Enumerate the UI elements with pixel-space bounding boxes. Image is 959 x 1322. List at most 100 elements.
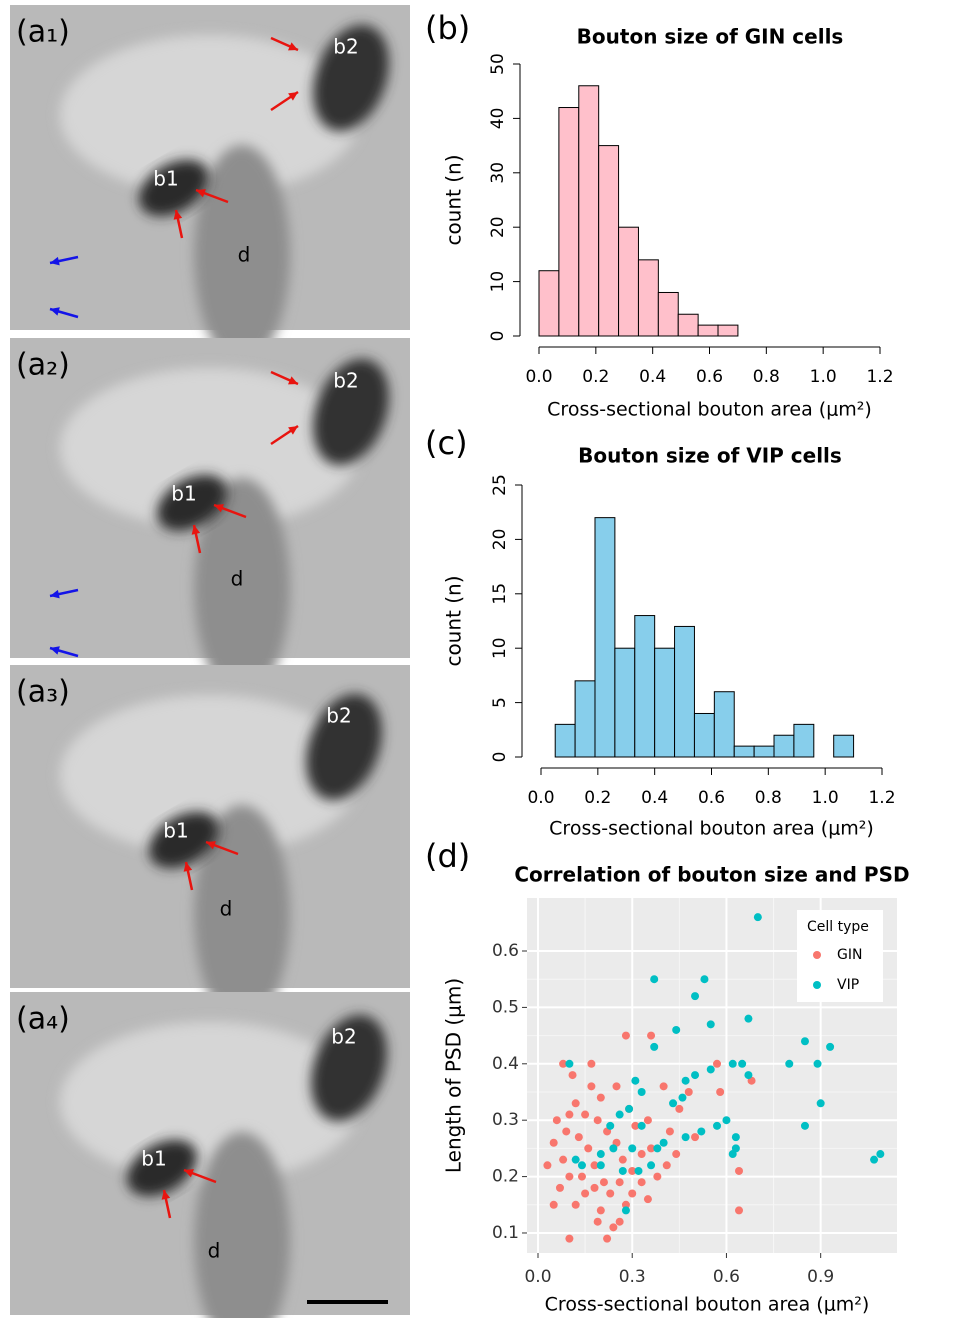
light-region [60,695,360,855]
point [543,1161,552,1170]
point [637,1121,646,1130]
point [647,1144,656,1153]
point [728,1150,737,1159]
point [603,1234,612,1243]
x-tick-label: 0.3 [619,1267,646,1287]
structure-label: b1 [153,167,178,191]
bar [558,107,580,337]
point [800,1121,809,1130]
bar [634,615,656,758]
point [681,1133,690,1142]
point [565,1059,574,1068]
legend-label: VIP [837,977,859,993]
bar [538,270,560,337]
point [596,1093,605,1102]
structure-label: b2 [333,35,358,59]
bouton-b2 [313,358,389,466]
bouton-b1 [138,159,210,217]
y-tick-label: 5 [490,697,510,708]
point [678,1093,687,1102]
arrow-head [161,1190,171,1200]
bar [657,291,679,337]
point [653,1144,662,1153]
bouton-b2 [311,1014,387,1122]
legend-marker [813,951,821,959]
bar [674,625,695,758]
bar [753,745,775,758]
point [681,1076,690,1085]
chart-title: Correlation of bouton size and PSD [514,863,909,887]
panel-label: (a₃) [16,675,70,710]
bouton-b1 [148,811,220,869]
point [735,1166,744,1175]
bar [793,723,815,758]
chart-title: Bouton size of GIN cells [577,25,844,49]
point [672,1150,681,1159]
y-tick-label: 20 [490,529,510,551]
point [637,1087,646,1096]
arrow-head [206,841,216,850]
x-tick-label: 1.0 [810,367,837,387]
bar [598,145,620,337]
y-tick-label: 0.1 [492,1223,519,1243]
y-tick-label: 0.5 [492,997,519,1017]
bar [574,680,596,758]
legend-box [797,910,883,1002]
point [876,1150,885,1159]
point [615,1110,624,1119]
point [609,1144,618,1153]
point [612,1082,621,1091]
y-tick-label: 0.4 [492,1054,519,1074]
point [643,1116,652,1125]
point [593,1116,602,1125]
point [697,1127,706,1136]
structure-label: d [208,1239,221,1263]
dendrite [194,145,290,365]
point [653,1172,662,1181]
x-tick-label: 1.2 [866,367,893,387]
point [571,1200,580,1209]
point [735,1206,744,1215]
point [621,1200,630,1209]
structure-label: b1 [141,1147,166,1171]
point [621,1206,630,1215]
y-tick-label: 0.2 [492,1167,519,1187]
point [669,1099,678,1108]
y-tick-label: 10 [490,637,510,659]
point [565,1234,574,1243]
structure-label: b1 [171,482,196,506]
arrow-head [288,376,298,385]
point [587,1059,596,1068]
point [706,1020,715,1029]
bouton-b1 [156,474,228,532]
point [615,1217,624,1226]
y-tick-label: 40 [488,108,508,130]
point [559,1059,568,1068]
point [813,1059,822,1068]
point [596,1206,605,1215]
arrow-head [214,504,224,513]
arrow-head [173,210,183,220]
point [637,1150,646,1159]
chart-title: Bouton size of VIP cells [578,444,842,468]
point [609,1223,618,1232]
point [744,1071,753,1080]
bar [677,313,699,337]
point [634,1166,643,1175]
point [596,1150,605,1159]
bar [594,517,616,758]
y-axis-label: Length of PSD (μm) [442,978,466,1173]
x-tick-label: 0.2 [582,367,609,387]
point [713,1121,722,1130]
dendrite [194,1132,290,1322]
light-region [60,1022,360,1182]
panel-label: (a₄) [16,1002,70,1037]
panel-label: (a₂) [16,348,70,383]
point [555,1183,564,1192]
point [631,1076,640,1085]
structure-label: b2 [333,369,358,393]
point [559,1155,568,1164]
y-axis-label: count (n) [442,575,466,666]
point [662,1161,671,1170]
